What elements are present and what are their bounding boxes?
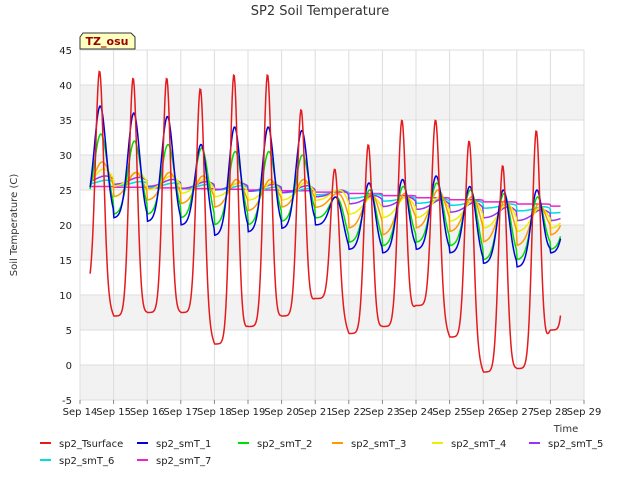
x-axis-title: Time [553,424,578,435]
plot-band [80,120,584,155]
legend-label: sp2_smT_1 [156,439,211,450]
y-axis-title: Soil Temperature (C) [9,174,20,277]
y-tick-label: 20 [59,221,72,232]
y-tick-label: 5 [66,326,72,337]
y-tick-label: 45 [59,46,72,57]
series-line-sp2-smT-5 [89,175,561,222]
x-tick-label: Sep 24 [399,407,434,418]
y-tick-label: 40 [59,81,72,92]
plot-band [80,295,584,330]
series-line-sp2-smT-7 [90,185,561,207]
legend-label: sp2_smT_5 [548,439,603,450]
legend-label: sp2_Tsurface [59,439,123,450]
y-tick-label: 25 [59,186,72,197]
legend-label: sp2_smT_3 [351,439,406,450]
x-tick-label: Sep 20 [264,407,299,418]
x-tick-label: Sep 19 [231,407,266,418]
plot-band [80,50,584,85]
plot-band [80,260,584,295]
site-badge: TZ_osu [79,32,136,50]
legend-label: sp2_smT_6 [59,456,114,467]
series-line-sp2-smT-4 [89,168,562,233]
x-tick-label: Sep 14 [63,407,98,418]
series-line-sp2-smT-6 [89,179,561,214]
x-tick-label: Sep 16 [130,407,165,418]
series-line-sp2-smT-3 [89,161,562,247]
x-tick-label: Sep 22 [331,407,366,418]
y-axis-ticks: -5 0 5 10 15 20 25 30 35 40 45 [59,46,72,407]
y-tick-label: -5 [62,396,72,407]
y-tick-label: 35 [59,116,72,127]
x-tick-label: Sep 27 [499,407,534,418]
legend-label: sp2_smT_2 [257,439,312,450]
legend-label: sp2_smT_4 [451,439,506,450]
x-tick-label: Sep 15 [96,407,131,418]
series-lines [89,70,562,373]
plot-band [80,365,584,400]
x-tick-label: Sep 29 [567,407,602,418]
plot-band [80,85,584,120]
legend-label: sp2_smT_7 [156,456,211,467]
badge-box [79,32,136,50]
x-tick-label: Sep 23 [365,407,400,418]
y-tick-label: 30 [59,151,72,162]
plot-band [80,330,584,365]
legend: sp2_Tsurface sp2_smT_1 sp2_smT_2 sp2_smT_3 s… [40,439,603,467]
series-line-sp2-Tsurface [89,70,562,373]
x-tick-label: Sep 26 [466,407,501,418]
x-tick-label: Sep 28 [533,407,568,418]
x-tick-label: Sep 17 [163,407,198,418]
x-tick-label: Sep 18 [197,407,232,418]
y-tick-label: 0 [66,361,72,372]
y-tick-label: 10 [59,291,72,302]
x-tick-label: Sep 25 [432,407,467,418]
chart-title: SP2 Soil Temperature [251,4,389,19]
x-tick-label: Sep 21 [298,407,333,418]
y-tick-label: 15 [59,256,72,267]
series-line-sp2-smT-2 [89,133,562,261]
badge-label: TZ_osu [86,35,129,48]
plot-band [80,225,584,260]
